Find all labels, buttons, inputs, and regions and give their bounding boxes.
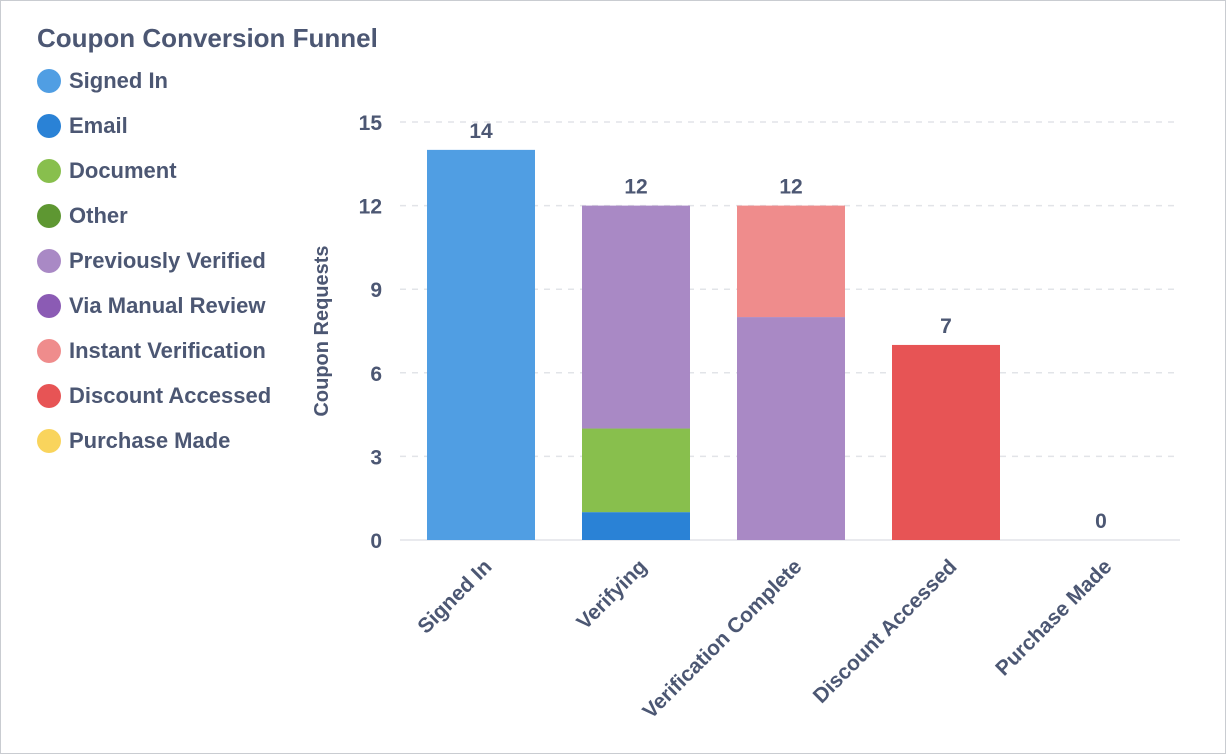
- legend-item[interactable]: Previously Verified: [37, 245, 271, 290]
- legend-item[interactable]: Instant Verification: [37, 335, 271, 380]
- data-labels: 14 12 12 7 0: [469, 120, 1107, 533]
- bar-segment[interactable]: [427, 149, 535, 540]
- legend-item[interactable]: Email: [37, 110, 271, 155]
- x-tick-label: Verification Complete: [638, 555, 806, 723]
- y-axis-label: Coupon Requests: [311, 245, 333, 416]
- legend-label: Purchase Made: [69, 428, 231, 453]
- bars: [427, 149, 1000, 540]
- legend-label: Previously Verified: [69, 248, 266, 273]
- bar-segment[interactable]: [892, 344, 1000, 540]
- legend-dot-icon: [37, 339, 61, 363]
- x-tick-label: Discount Accessed: [809, 555, 962, 708]
- bar-segment[interactable]: [737, 205, 845, 318]
- legend-dot-icon: [37, 294, 61, 318]
- bar-segment[interactable]: [582, 512, 690, 540]
- legend-item[interactable]: Via Manual Review: [37, 290, 271, 335]
- y-tick-label: 15: [359, 112, 383, 135]
- legend-item[interactable]: Other: [37, 200, 271, 245]
- legend-label: Signed In: [69, 68, 168, 93]
- x-tick-label: Signed In: [413, 555, 496, 638]
- legend-dot-icon: [37, 69, 61, 93]
- legend-item[interactable]: Discount Accessed: [37, 380, 271, 425]
- legend-dot-icon: [37, 114, 61, 138]
- y-tick-label: 3: [370, 446, 382, 469]
- legend-label: Via Manual Review: [69, 293, 266, 318]
- y-tick-label: 6: [370, 363, 382, 386]
- legend-item[interactable]: Purchase Made: [37, 425, 271, 470]
- legend-label: Email: [69, 113, 128, 138]
- data-label: 0: [1095, 510, 1107, 533]
- y-tick-label: 0: [370, 530, 382, 553]
- bar-segment[interactable]: [737, 317, 845, 540]
- legend-label: Discount Accessed: [69, 383, 272, 408]
- data-label: 12: [624, 176, 647, 199]
- data-label: 14: [469, 120, 493, 143]
- legend-dot-icon: [37, 159, 61, 183]
- bar-segment[interactable]: [582, 205, 690, 429]
- legend-item[interactable]: Document: [37, 155, 271, 200]
- data-label: 12: [779, 176, 802, 199]
- y-tick-label: 9: [370, 279, 382, 302]
- bar-segment[interactable]: [582, 428, 690, 513]
- legend-dot-icon: [37, 384, 61, 408]
- legend-label: Other: [69, 203, 128, 228]
- x-tick-label: Purchase Made: [991, 555, 1116, 680]
- chart-title: Coupon Conversion Funnel: [37, 23, 378, 53]
- y-axis-ticks: 0 3 6 9 12 15: [359, 112, 383, 553]
- legend-label: Document: [69, 158, 177, 183]
- legend-dot-icon: [37, 429, 61, 453]
- legend-label: Instant Verification: [69, 338, 266, 363]
- legend: Signed In Email Document Other Previously Ve…: [37, 65, 271, 470]
- y-tick-label: 12: [359, 196, 382, 219]
- data-label: 7: [940, 315, 952, 338]
- x-tick-label: Verifying: [572, 555, 651, 634]
- legend-dot-icon: [37, 249, 61, 273]
- legend-dot-icon: [37, 204, 61, 228]
- legend-item[interactable]: Signed In: [37, 65, 271, 110]
